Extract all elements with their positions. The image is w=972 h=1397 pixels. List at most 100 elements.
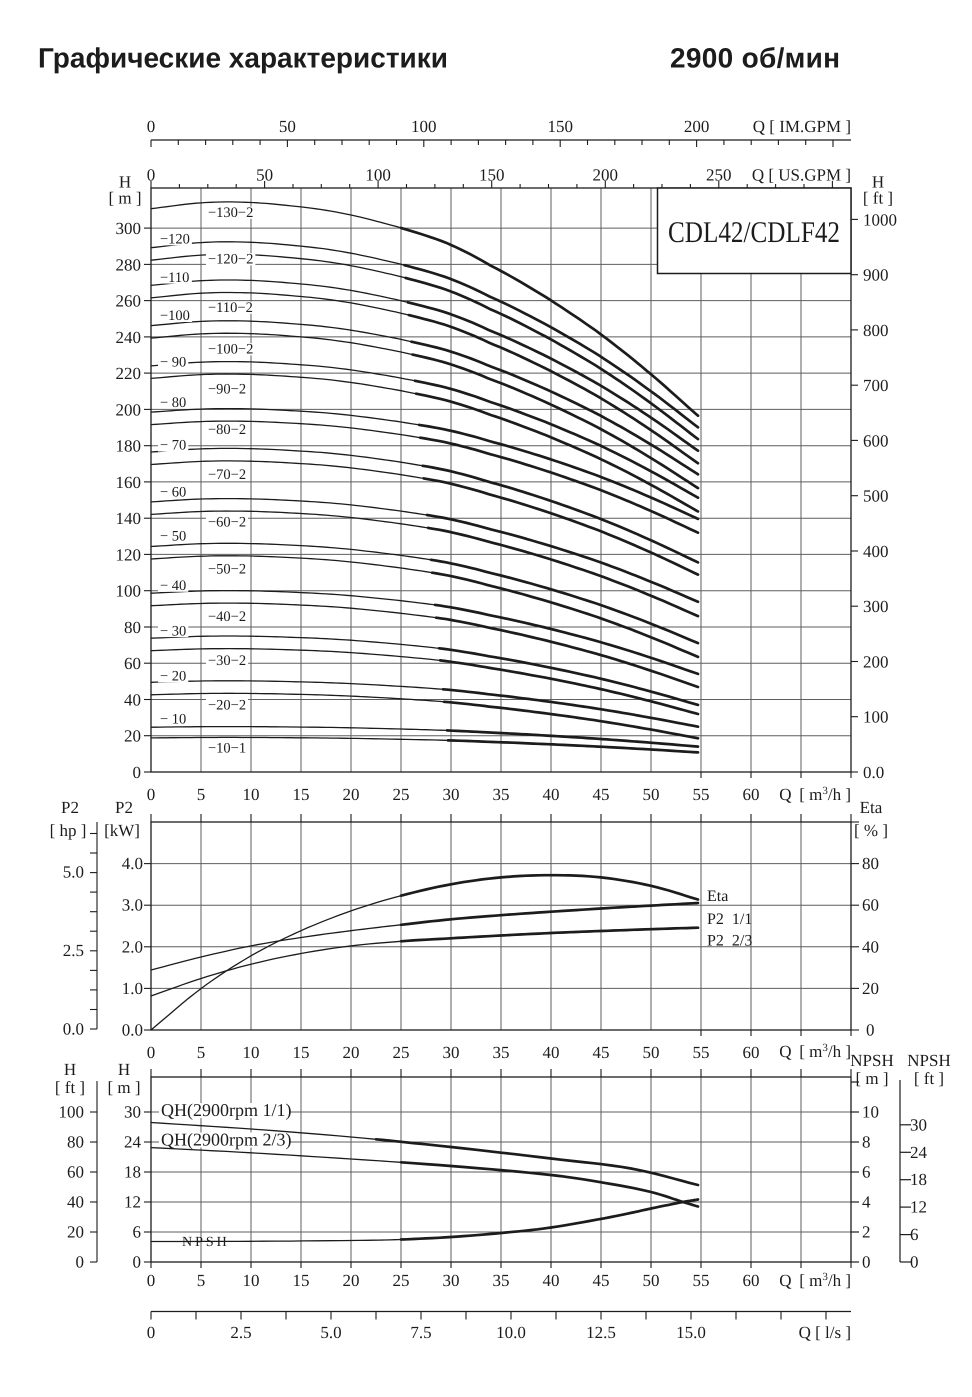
svg-text:10: 10 xyxy=(862,1103,879,1122)
svg-text:− 80: − 80 xyxy=(160,395,186,411)
svg-text:H: H xyxy=(119,173,131,192)
svg-text:−110−2: −110−2 xyxy=(208,300,253,316)
svg-text:−90−2: −90−2 xyxy=(208,382,246,398)
svg-text:80: 80 xyxy=(67,1133,84,1152)
svg-text:45: 45 xyxy=(593,1271,610,1290)
svg-text:5.0: 5.0 xyxy=(63,863,84,882)
svg-text:500: 500 xyxy=(863,487,889,506)
svg-text:NPSH: NPSH xyxy=(907,1051,950,1070)
svg-text:10: 10 xyxy=(243,1043,260,1062)
svg-text:1000: 1000 xyxy=(863,210,897,229)
svg-text:NPSH: NPSH xyxy=(182,1235,230,1250)
svg-text:700: 700 xyxy=(863,376,889,395)
svg-text:600: 600 xyxy=(863,431,889,450)
svg-text:140: 140 xyxy=(116,509,142,528)
svg-text:−50−2: −50−2 xyxy=(208,562,246,578)
svg-text:80: 80 xyxy=(862,854,879,873)
svg-text:5: 5 xyxy=(197,785,206,804)
svg-text:Q [ US.GPM ]: Q [ US.GPM ] xyxy=(752,166,851,185)
svg-text:18: 18 xyxy=(910,1170,927,1189)
svg-text:55: 55 xyxy=(693,785,710,804)
svg-text:10: 10 xyxy=(243,1271,260,1290)
svg-text:Q [ m3/h ]: Q [ m3/h ] xyxy=(779,785,851,804)
svg-text:1.0: 1.0 xyxy=(122,979,143,998)
svg-text:Q [ IM.GPM ]: Q [ IM.GPM ] xyxy=(753,117,851,136)
svg-text:25: 25 xyxy=(393,1271,410,1290)
svg-text:[kW]: [kW] xyxy=(104,821,140,840)
svg-text:[ hp ]: [ hp ] xyxy=(50,821,87,840)
svg-text:2.5: 2.5 xyxy=(230,1323,251,1342)
svg-text:[ ft ]: [ ft ] xyxy=(55,1078,85,1097)
svg-text:100: 100 xyxy=(59,1103,85,1122)
svg-text:20: 20 xyxy=(124,727,141,746)
svg-text:400: 400 xyxy=(863,542,889,561)
svg-text:8: 8 xyxy=(862,1133,871,1152)
svg-text:24: 24 xyxy=(910,1143,928,1162)
svg-text:7.5: 7.5 xyxy=(410,1323,431,1342)
svg-text:20: 20 xyxy=(343,1043,360,1062)
svg-text:50: 50 xyxy=(643,1271,660,1290)
svg-text:240: 240 xyxy=(116,328,142,347)
svg-text:0: 0 xyxy=(862,1253,871,1272)
svg-text:P2: P2 xyxy=(115,798,133,817)
svg-text:30: 30 xyxy=(443,785,460,804)
svg-text:2900 об/мин: 2900 об/мин xyxy=(670,43,840,74)
svg-text:Графические характеристики: Графические характеристики xyxy=(38,43,448,74)
svg-text:P2: P2 xyxy=(61,798,79,817)
svg-text:50: 50 xyxy=(279,117,296,136)
svg-text:0.0: 0.0 xyxy=(122,1021,143,1040)
svg-text:50: 50 xyxy=(643,1043,660,1062)
svg-text:0.0: 0.0 xyxy=(63,1020,84,1039)
svg-text:45: 45 xyxy=(593,785,610,804)
svg-text:40: 40 xyxy=(124,691,141,710)
svg-text:10.0: 10.0 xyxy=(496,1323,526,1342)
svg-text:200: 200 xyxy=(863,653,889,672)
svg-text:30: 30 xyxy=(443,1271,460,1290)
svg-text:25: 25 xyxy=(393,1043,410,1062)
svg-text:220: 220 xyxy=(116,364,142,383)
svg-text:[ ft ]: [ ft ] xyxy=(863,189,893,208)
svg-text:−130−2: −130−2 xyxy=(208,205,253,221)
svg-text:120: 120 xyxy=(116,545,142,564)
svg-text:2.5: 2.5 xyxy=(63,941,84,960)
svg-text:2.0: 2.0 xyxy=(122,937,143,956)
svg-text:6: 6 xyxy=(133,1223,142,1242)
svg-text:300: 300 xyxy=(863,597,889,616)
svg-text:4.0: 4.0 xyxy=(122,854,143,873)
svg-text:18: 18 xyxy=(124,1163,141,1182)
svg-text:− 60: − 60 xyxy=(160,485,186,501)
svg-text:15.0: 15.0 xyxy=(676,1323,706,1342)
svg-text:55: 55 xyxy=(693,1043,710,1062)
svg-text:0: 0 xyxy=(133,1253,142,1272)
svg-text:CDL42/CDLF42: CDL42/CDLF42 xyxy=(668,216,840,249)
svg-text:30: 30 xyxy=(443,1043,460,1062)
svg-text:−120−2: −120−2 xyxy=(208,252,253,268)
svg-text:5.0: 5.0 xyxy=(320,1323,341,1342)
svg-text:20: 20 xyxy=(67,1223,84,1242)
svg-text:[ m ]: [ m ] xyxy=(855,1069,888,1088)
svg-text:60: 60 xyxy=(743,1043,760,1062)
svg-text:−20−2: −20−2 xyxy=(208,697,246,713)
svg-text:Eta: Eta xyxy=(860,798,883,817)
svg-text:35: 35 xyxy=(493,1271,510,1290)
svg-text:QH(2900rpm 1/1): QH(2900rpm 1/1) xyxy=(161,1100,291,1120)
svg-text:− 10: − 10 xyxy=(160,712,186,728)
svg-text:250: 250 xyxy=(706,166,732,185)
svg-text:60: 60 xyxy=(124,654,141,673)
svg-text:H: H xyxy=(64,1060,76,1079)
svg-text:0: 0 xyxy=(147,1271,156,1290)
svg-text:NPSH: NPSH xyxy=(850,1051,893,1070)
svg-text:−110: −110 xyxy=(160,270,189,286)
svg-text:200: 200 xyxy=(116,400,142,419)
svg-text:[ m ]: [ m ] xyxy=(107,1078,140,1097)
svg-text:H: H xyxy=(872,173,884,192)
svg-text:40: 40 xyxy=(543,1271,560,1290)
svg-text:60: 60 xyxy=(67,1163,84,1182)
svg-text:200: 200 xyxy=(684,117,710,136)
svg-text:40: 40 xyxy=(543,785,560,804)
svg-text:12.5: 12.5 xyxy=(586,1323,616,1342)
svg-text:200: 200 xyxy=(593,166,619,185)
svg-text:− 20: − 20 xyxy=(160,669,186,685)
svg-text:180: 180 xyxy=(116,437,142,456)
svg-text:55: 55 xyxy=(693,1271,710,1290)
